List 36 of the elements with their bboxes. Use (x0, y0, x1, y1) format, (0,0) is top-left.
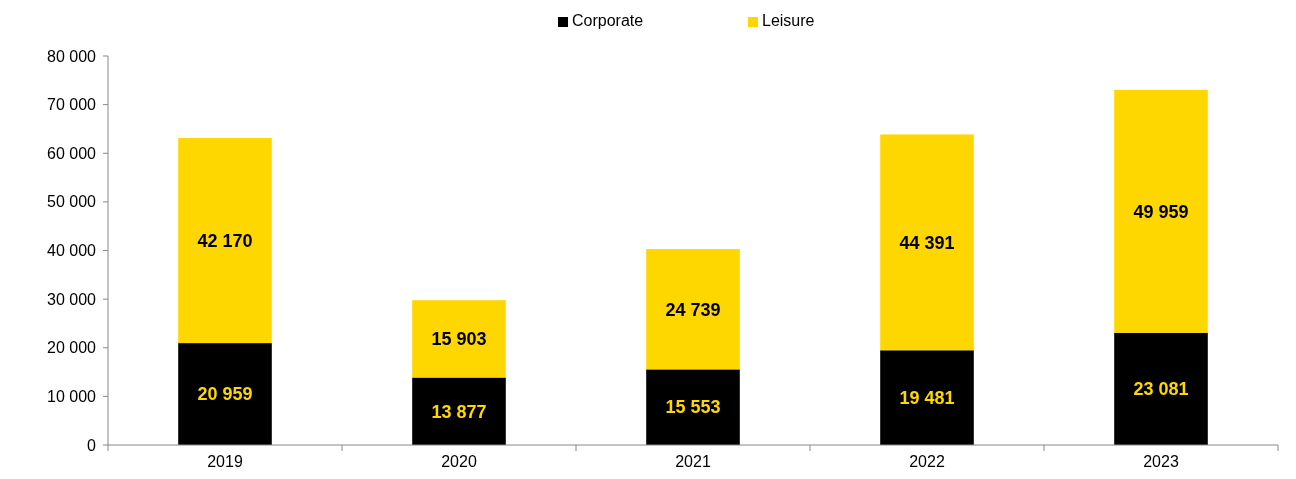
x-tick-label: 2020 (441, 453, 477, 470)
data-label: 15 903 (431, 329, 487, 350)
x-tick-label: 2021 (675, 453, 711, 470)
y-tick-label: 60 000 (47, 144, 97, 162)
data-label: 44 391 (899, 232, 955, 253)
data-label: 20 959 (197, 384, 253, 405)
bar (178, 343, 272, 445)
bar (646, 249, 740, 370)
bar (412, 377, 506, 445)
bar (880, 350, 974, 445)
x-tick-label: 2023 (1143, 453, 1179, 470)
y-tick-label: 20 000 (47, 339, 97, 357)
data-label: 15 553 (665, 397, 721, 418)
bar (412, 300, 506, 378)
data-label: 42 170 (197, 230, 253, 251)
data-label: 19 481 (899, 387, 955, 408)
y-tick-label: 0 (87, 436, 97, 454)
y-tick-label: 50 000 (47, 193, 97, 211)
data-label: 49 959 (1133, 201, 1189, 222)
data-label: 23 081 (1133, 379, 1189, 400)
data-label: 24 739 (665, 299, 721, 320)
y-tick-label: 40 000 (47, 242, 97, 260)
data-label: 13 877 (431, 401, 487, 422)
y-tick-label: 30 000 (47, 290, 97, 308)
y-tick-label: 80 000 (47, 47, 97, 65)
bar (1114, 89, 1208, 333)
legend-label: Leisure (762, 12, 815, 29)
x-tick-label: 2022 (909, 453, 945, 470)
y-tick-label: 10 000 (47, 387, 97, 405)
bar (646, 369, 740, 445)
bar (1114, 332, 1208, 445)
y-tick-label: 70 000 (47, 96, 97, 114)
bar (178, 138, 272, 344)
x-tick-label: 2019 (207, 453, 243, 470)
bar (880, 134, 974, 351)
legend-label: Corporate (572, 12, 644, 29)
